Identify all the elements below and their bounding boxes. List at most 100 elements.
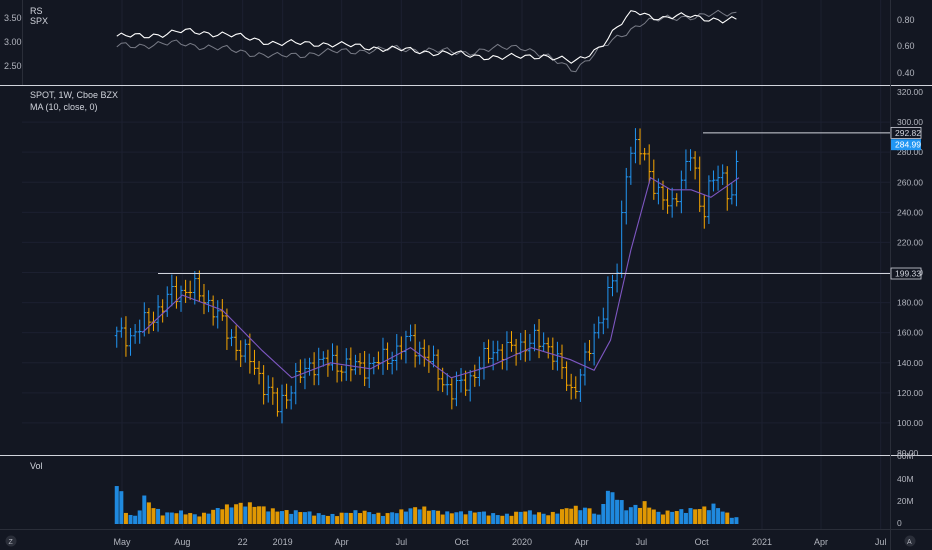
ohlc-bar: [133, 324, 138, 344]
volume-bars: [114, 486, 739, 524]
rs-pane[interactable]: RS SPX 3.50 3.00 2.50 0.80 0.60 0.40: [4, 6, 915, 78]
volume-bar: [523, 511, 528, 524]
volume-tick: 60M: [897, 451, 914, 461]
volume-bar: [238, 502, 243, 524]
volume-bar: [550, 511, 555, 524]
time-label: Oct: [455, 537, 470, 547]
volume-bar: [582, 507, 587, 524]
time-label: 2019: [273, 537, 293, 547]
ohlc-bar: [702, 195, 707, 229]
volume-bar: [179, 510, 184, 524]
volume-bar: [642, 501, 647, 524]
volume-bar: [385, 513, 390, 524]
ohlc-bar: [527, 333, 532, 361]
volume-bar: [601, 503, 606, 524]
time-label: May: [113, 537, 131, 547]
volume-bar: [133, 515, 138, 524]
volume-bar: [706, 510, 711, 524]
time-label: Oct: [695, 537, 710, 547]
volume-bar: [335, 516, 340, 524]
time-label: 2020: [512, 537, 532, 547]
volume-bar: [371, 514, 376, 524]
ma-legend-label[interactable]: MA (10, close, 0): [30, 102, 98, 112]
volume-bar: [422, 506, 427, 524]
volume-bar: [119, 491, 124, 524]
grid: [22, 0, 890, 529]
ohlc-bar: [302, 358, 307, 390]
time-axis[interactable]: May Aug 22 2019 Apr Jul Oct 2020 Apr Jul Oct 2021 Ap…: [113, 537, 886, 547]
volume-bar: [344, 512, 349, 524]
volume-bar: [693, 509, 698, 524]
time-label: Apr: [575, 537, 589, 547]
time-label: 2021: [752, 537, 772, 547]
volume-bar: [674, 511, 679, 524]
ohlc-bar: [564, 361, 569, 391]
ohlc-bar: [454, 371, 459, 407]
ohlc-bar: [188, 280, 193, 300]
ohlc-bar: [362, 350, 367, 387]
volume-bar: [514, 511, 519, 524]
time-label: 22: [238, 537, 248, 547]
volume-bar: [257, 506, 262, 524]
ohlc-bar: [468, 369, 473, 402]
ohlc-bar: [610, 274, 615, 297]
ohlc-bar: [270, 377, 275, 405]
ohlc-bar: [546, 337, 551, 359]
volume-bar: [702, 506, 707, 524]
volume-bar: [660, 514, 665, 524]
ohlc-bar: [293, 363, 298, 405]
volume-bar: [720, 511, 725, 524]
ohlc-bar: [592, 323, 597, 366]
resistance-price-label: 292.82: [895, 128, 921, 138]
price-tick: 280.00: [897, 147, 923, 157]
ohlc-bar: [615, 263, 620, 293]
ohlc-bar: [560, 344, 564, 379]
ohlc-bar: [569, 373, 574, 400]
volume-bar: [367, 512, 372, 524]
rs-right-tick: 0.60: [897, 41, 915, 51]
ohlc-bar: [665, 188, 670, 214]
volume-bar: [560, 509, 564, 524]
volume-bar: [578, 510, 583, 524]
symbol-title[interactable]: SPOT, 1W, Cboe BZX: [30, 90, 118, 100]
volume-bar: [197, 516, 202, 524]
volume-bar: [280, 511, 284, 524]
volume-bar: [633, 504, 638, 524]
ohlc-bar: [459, 368, 464, 393]
ohlc-bar: [234, 325, 239, 361]
price-pane[interactable]: SPOT, 1W, Cboe BZX MA (10, close, 0) 320…: [30, 87, 923, 458]
ohlc-bar: [674, 193, 679, 207]
volume-bar: [284, 510, 289, 524]
ohlc-bar: [394, 334, 399, 371]
price-tick: 100.00: [897, 418, 923, 428]
ohlc-bar: [358, 353, 363, 375]
ohlc-bar: [729, 183, 734, 205]
auto-scale-icon-glyph: A: [907, 539, 912, 546]
ohlc-bar: [390, 351, 395, 375]
volume-bar: [247, 502, 252, 524]
ohlc-bar: [486, 339, 491, 364]
volume-bar: [229, 507, 234, 524]
ohlc-bar: [642, 147, 647, 161]
ohlc-bar: [693, 151, 698, 180]
auto-scale-icon[interactable]: A: [904, 535, 916, 547]
ohlc-bar: [679, 170, 684, 214]
rs-series-line: [116, 10, 737, 64]
price-tick: 180.00: [897, 298, 923, 308]
timezone-icon[interactable]: Z: [5, 535, 17, 547]
volume-bar: [665, 510, 670, 524]
ohlc-bar: [339, 365, 344, 382]
volume-bar: [555, 513, 560, 524]
volume-pane[interactable]: Vol 60M 40M 20M 0: [30, 451, 914, 528]
volume-bar: [527, 510, 532, 524]
ohlc-bar: [197, 270, 202, 302]
ohlc-bar: [174, 276, 179, 309]
ohlc-bar: [211, 295, 216, 326]
volume-bar: [307, 511, 312, 524]
volume-bar: [160, 515, 165, 524]
rs-left-tick: 2.50: [4, 61, 22, 71]
ohlc-bar: [247, 333, 252, 374]
ohlc-bar: [578, 368, 583, 402]
